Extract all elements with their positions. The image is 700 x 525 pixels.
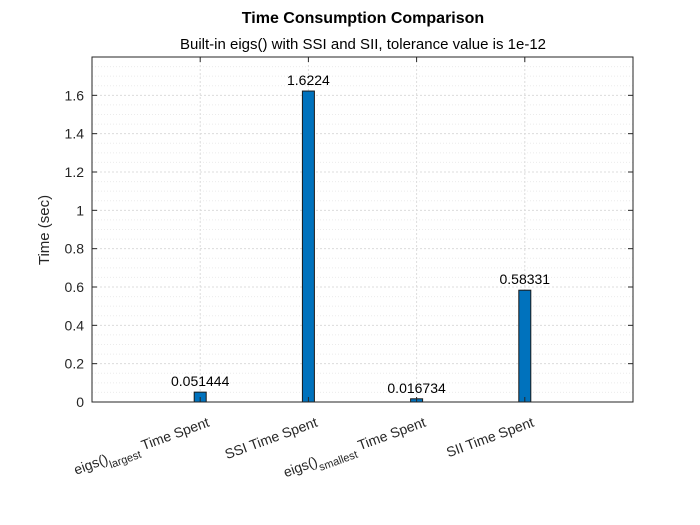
x-tick-label: SII Time Spent: [444, 414, 536, 460]
y-axis-label: Time (sec): [36, 195, 53, 265]
y-tick-label: 1: [76, 202, 84, 218]
bar-value-label: 0.051444: [171, 373, 230, 389]
y-tick-label: 0.2: [65, 356, 85, 372]
y-tick-label: 0.4: [65, 317, 85, 333]
bar-value-label: 0.58331: [499, 271, 550, 287]
data-labels: 0.051444 1.6224 0.016734 0.58331: [171, 72, 550, 396]
bars: [193, 90, 532, 403]
y-tick-label: 0.8: [65, 241, 85, 257]
bar-value-label: 0.016734: [387, 380, 446, 396]
grid-lines: [92, 57, 633, 403]
y-tick-label: 1.4: [65, 126, 85, 142]
chart-title: Time Consumption Comparison: [242, 10, 484, 27]
x-tick-label: SSI Time Spent: [223, 414, 320, 462]
y-tick-label: 0.6: [65, 279, 85, 295]
x-tick-label: eigs()largest Time Spent: [72, 414, 214, 484]
bar: [518, 289, 532, 403]
chart-subtitle: Built-in eigs() with SSI and SII, tolera…: [180, 36, 546, 53]
y-tick-label: 0: [76, 394, 84, 410]
y-tick-label: 1.6: [65, 87, 85, 103]
y-tick-label: 1.2: [65, 164, 85, 180]
plot-frame: [91, 56, 634, 403]
bar-value-label: 1.6224: [287, 72, 330, 88]
bar: [301, 90, 315, 403]
